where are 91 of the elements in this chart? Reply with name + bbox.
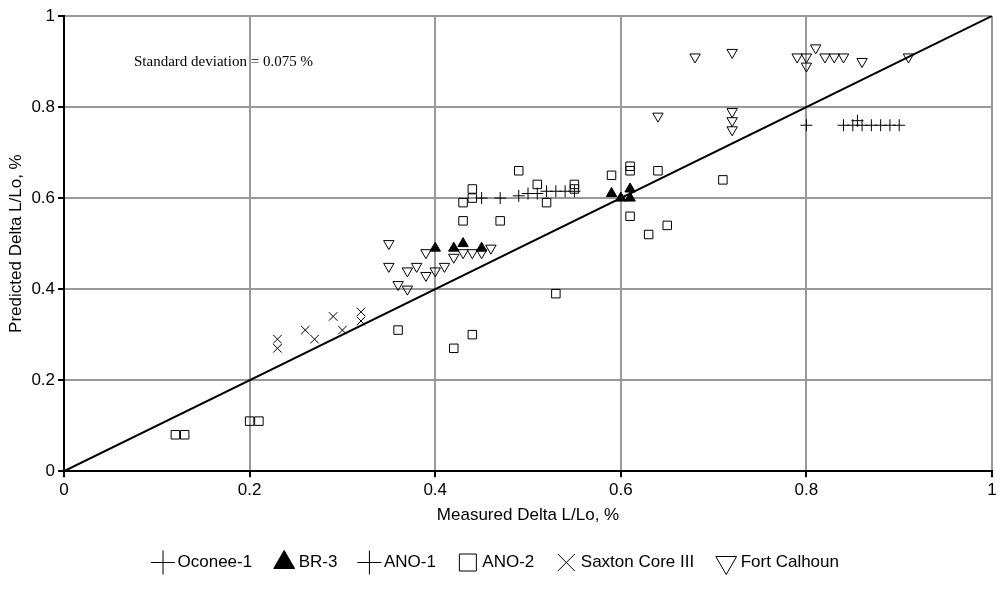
point bbox=[457, 249, 469, 260]
point bbox=[625, 161, 635, 171]
point bbox=[662, 220, 672, 231]
point bbox=[457, 237, 469, 248]
point bbox=[809, 44, 822, 55]
x-tick-label: 0.2 bbox=[237, 480, 262, 500]
point bbox=[799, 118, 813, 132]
point bbox=[856, 58, 868, 69]
point bbox=[393, 325, 403, 335]
point bbox=[429, 267, 441, 278]
point bbox=[689, 53, 701, 64]
point bbox=[800, 53, 813, 64]
point bbox=[828, 53, 840, 64]
point bbox=[420, 271, 432, 282]
y-tick-label: 1 bbox=[45, 5, 56, 25]
point bbox=[892, 118, 906, 132]
point bbox=[864, 118, 878, 132]
point bbox=[718, 175, 728, 185]
point bbox=[170, 430, 181, 440]
y-tick-label: 0.6 bbox=[31, 187, 56, 207]
point bbox=[458, 216, 468, 226]
point bbox=[902, 53, 915, 64]
x-tick-label: 0.4 bbox=[423, 480, 448, 500]
point bbox=[467, 184, 478, 194]
point bbox=[254, 416, 264, 426]
point bbox=[485, 244, 497, 255]
point bbox=[800, 62, 813, 73]
point bbox=[726, 108, 738, 119]
point bbox=[420, 249, 432, 260]
annotation: Standard deviation = 0.075 % bbox=[134, 52, 313, 69]
x-axis-title: Measured Delta L/Lo, % bbox=[436, 505, 620, 525]
point bbox=[541, 197, 552, 208]
point bbox=[410, 262, 423, 273]
point bbox=[244, 416, 255, 426]
point bbox=[495, 216, 505, 226]
x-tick-label: 1 bbox=[987, 480, 997, 500]
point bbox=[449, 343, 459, 354]
point bbox=[401, 267, 414, 278]
point bbox=[624, 191, 636, 202]
point bbox=[179, 430, 190, 440]
legend-label: ANO-1 bbox=[383, 552, 436, 572]
point bbox=[438, 262, 451, 273]
point bbox=[726, 126, 738, 137]
point bbox=[383, 240, 395, 251]
point bbox=[625, 166, 635, 176]
point bbox=[392, 281, 404, 292]
point bbox=[448, 253, 460, 264]
legend-label: ANO-2 bbox=[482, 552, 535, 572]
legend-label: BR-3 bbox=[298, 552, 338, 572]
point bbox=[429, 241, 441, 252]
y-tick-label: 0.4 bbox=[31, 278, 56, 298]
y-tick-label: 0 bbox=[45, 460, 56, 480]
point bbox=[475, 249, 488, 260]
point bbox=[569, 184, 580, 194]
point bbox=[475, 191, 489, 205]
point bbox=[643, 229, 654, 240]
point bbox=[791, 53, 803, 64]
point bbox=[493, 191, 507, 205]
point bbox=[625, 211, 635, 222]
point bbox=[458, 197, 468, 208]
point bbox=[401, 285, 414, 296]
point bbox=[819, 53, 831, 64]
x-tick-label: 0.8 bbox=[794, 480, 819, 500]
x-tick-label: 0.6 bbox=[608, 480, 633, 500]
point bbox=[467, 329, 478, 340]
point bbox=[615, 191, 627, 202]
point bbox=[467, 193, 478, 203]
point bbox=[653, 166, 663, 176]
y-axis-title: Predicted Delta L/Lo, % bbox=[5, 154, 25, 333]
point bbox=[624, 182, 636, 193]
point bbox=[448, 241, 460, 252]
point bbox=[726, 117, 738, 128]
x-tick-label: 0 bbox=[59, 480, 69, 500]
point bbox=[551, 288, 561, 299]
point bbox=[605, 187, 618, 198]
legend-label: Saxton Core III bbox=[580, 552, 695, 572]
point bbox=[475, 241, 488, 252]
point bbox=[383, 262, 395, 273]
point bbox=[837, 53, 850, 64]
legend-label: Fort Calhoun bbox=[740, 552, 839, 572]
y-tick-label: 0.8 bbox=[31, 96, 56, 116]
point bbox=[567, 184, 581, 198]
point bbox=[606, 170, 617, 181]
point bbox=[726, 48, 738, 59]
point bbox=[532, 179, 543, 190]
point bbox=[512, 189, 526, 203]
y-tick-label: 0.2 bbox=[31, 369, 56, 389]
legend-label: Oconee-1 bbox=[177, 552, 253, 572]
point bbox=[569, 179, 580, 190]
point bbox=[652, 112, 664, 123]
point bbox=[513, 166, 524, 176]
